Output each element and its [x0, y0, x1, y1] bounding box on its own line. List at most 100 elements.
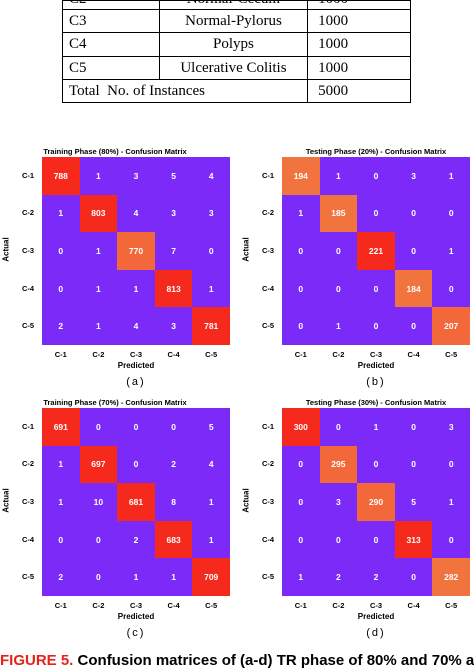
matrix-cell: 0 — [42, 232, 80, 270]
table-cell-count: 1000 — [307, 55, 411, 80]
column-tick-label: C-4 — [407, 350, 420, 359]
matrix-cell: 0 — [282, 307, 320, 345]
y-axis-label: Actual — [241, 488, 251, 513]
matrix-cell: 1 — [79, 232, 118, 270]
matrix-grid: 194 1 0 3 1 1 185 0 0 0 0 0 221 0 1 0 0 0 184 0 0 1 0 0 207 — [282, 157, 470, 345]
column-tick-label: C-2 — [332, 350, 345, 359]
matrix-cell: 0 — [394, 307, 433, 345]
matrix-cell: 0 — [79, 408, 118, 446]
matrix-cell: 4 — [117, 194, 155, 233]
confusion-matrix-training-70: Training Phase (70%) - Confusion Matrix 6… — [0, 398, 230, 653]
matrix-cell: 4 — [117, 307, 155, 345]
matrix-grid: 788 1 3 5 4 1 803 4 3 3 0 1 770 7 0 0 1 1 813 1 2 1 4 3 781 — [42, 157, 230, 345]
y-axis-label: Actual — [241, 237, 251, 262]
matrix-cell: 0 — [394, 194, 433, 233]
column-tick-label: C-5 — [445, 601, 458, 610]
matrix-cell: 1 — [432, 157, 470, 195]
matrix-cell: 0 — [394, 558, 433, 596]
matrix-cell: 3 — [432, 408, 470, 446]
column-tick-label: C-2 — [92, 350, 105, 359]
y-axis-label: Actual — [1, 488, 11, 513]
matrix-cell: 0 — [192, 232, 230, 270]
table-cell-category: Normal-Pylorus — [158, 9, 309, 34]
column-tick-label: C-4 — [167, 601, 180, 610]
matrix-cell: 5 — [192, 408, 230, 446]
matrix-cell: 1 — [79, 269, 118, 308]
matrix-title: Testing Phase (20%) - Confusion Matrix — [305, 147, 447, 156]
matrix-title: Training Phase (80%) - Confusion Matrix — [43, 147, 187, 156]
confusion-matrix-testing-30: Testing Phase (30%) - Confusion Matrix 30… — [240, 398, 470, 653]
column-tick-label: C-5 — [445, 350, 458, 359]
table-cell-id: C3 — [62, 9, 160, 34]
column-tick-label: C-4 — [167, 350, 180, 359]
row-tick-label: C-3 — [262, 497, 275, 506]
matrix-cell: 1 — [192, 520, 230, 559]
row-tick-label: C-3 — [22, 497, 35, 506]
column-tick-label: C-1 — [54, 350, 67, 359]
matrix-cell: 3 — [154, 194, 193, 233]
matrix-cell: 681 — [117, 483, 155, 521]
row-tick-label: C-1 — [262, 421, 275, 431]
matrix-cell: 0 — [117, 408, 155, 446]
matrix-cell: 0 — [319, 520, 358, 559]
matrix-cell: 0 — [79, 558, 118, 596]
row-tick-label: C-5 — [262, 321, 275, 331]
matrix-cell: 683 — [154, 520, 193, 559]
column-tick-label: C-2 — [332, 601, 345, 610]
matrix-cell: 0 — [394, 408, 433, 446]
matrix-cell: 2 — [357, 558, 395, 596]
matrix-cell: 803 — [79, 194, 118, 233]
row-tick-label: C-1 — [22, 421, 35, 431]
column-tick-label: C-3 — [369, 350, 383, 359]
matrix-cell: 709 — [192, 558, 230, 596]
matrix-cell: 3 — [192, 194, 230, 233]
matrix-cell: 1 — [282, 558, 320, 596]
column-tick-label: C-3 — [129, 601, 143, 610]
matrix-cell: 1 — [42, 483, 80, 521]
matrix-cell: 1 — [192, 269, 230, 308]
row-tick-label: C-3 — [262, 246, 275, 255]
row-tick-label: C-5 — [22, 321, 35, 331]
table-cell-category: Polyps — [158, 32, 309, 57]
matrix-cell: 0 — [282, 232, 320, 270]
matrix-cell: 0 — [357, 445, 395, 484]
matrix-cell: 10 — [79, 483, 118, 521]
matrix-cell: 184 — [394, 269, 433, 308]
column-tick-label: C-1 — [294, 601, 307, 610]
matrix-cell: 1 — [282, 194, 320, 233]
matrix-cell: 2 — [154, 445, 193, 484]
matrix-cell: 1 — [432, 232, 470, 270]
matrix-cell: 2 — [117, 520, 155, 559]
row-tick-label: C-4 — [262, 534, 275, 544]
matrix-cell: 0 — [319, 232, 358, 270]
matrix-cell: 0 — [432, 269, 470, 308]
table-cell-id: C5 — [62, 55, 160, 80]
row-tick-label: C-2 — [22, 459, 35, 469]
matrix-cell: 2 — [319, 558, 358, 596]
matrix-grid: 300 0 1 0 3 0 295 0 0 0 0 3 290 5 1 0 0 0 313 0 1 2 2 0 282 — [282, 408, 470, 596]
confusion-matrix-testing-20: Testing Phase (20%) - Confusion Matrix 19… — [240, 147, 470, 402]
table-cell-id: C2 — [62, 0, 160, 11]
matrix-cell: 0 — [42, 520, 80, 559]
matrix-cell: 0 — [42, 269, 80, 308]
matrix-cell: 0 — [79, 520, 118, 559]
matrix-cell: 788 — [42, 157, 80, 195]
row-tick-label: C-5 — [262, 572, 275, 582]
matrix-cell: 7 — [154, 232, 193, 270]
matrix-cell: 1 — [79, 157, 118, 195]
subfigure-label: (d) — [366, 627, 386, 639]
matrix-cell: 0 — [282, 269, 320, 308]
column-tick-label: C-5 — [205, 601, 218, 610]
matrix-cell: 0 — [357, 307, 395, 345]
matrix-cell: 3 — [319, 483, 358, 521]
column-tick-label: C-3 — [369, 601, 383, 610]
confusion-matrix-training-80: Training Phase (80%) - Confusion Matrix 7… — [0, 147, 230, 402]
matrix-cell: 194 — [282, 157, 320, 195]
matrix-cell: 770 — [117, 232, 155, 270]
matrix-cell: 3 — [154, 307, 193, 345]
matrix-cell: 290 — [357, 483, 395, 521]
matrix-cell: 1 — [432, 483, 470, 521]
table-row: C2Normal-Cecum1000 — [62, 0, 411, 11]
row-tick-label: C-5 — [22, 572, 35, 582]
y-axis-label: Actual — [1, 237, 11, 262]
